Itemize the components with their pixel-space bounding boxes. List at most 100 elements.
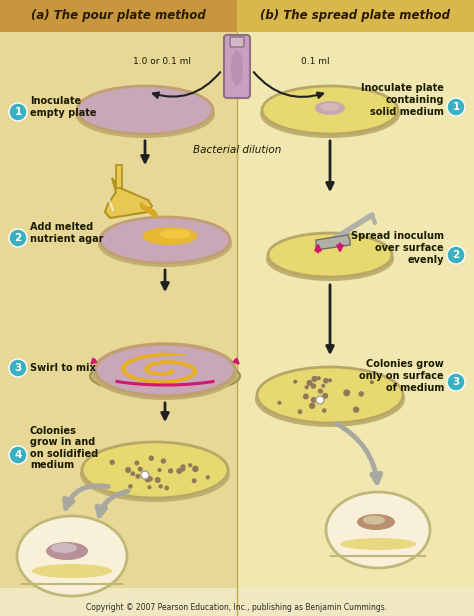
Circle shape <box>298 409 302 414</box>
Circle shape <box>316 396 324 404</box>
Ellipse shape <box>315 101 345 115</box>
Circle shape <box>141 471 149 479</box>
Circle shape <box>318 389 323 394</box>
Polygon shape <box>105 178 152 218</box>
Ellipse shape <box>75 90 215 138</box>
Text: Swirl to mix: Swirl to mix <box>30 363 96 373</box>
Circle shape <box>310 383 316 389</box>
Text: 3: 3 <box>452 377 460 387</box>
Circle shape <box>137 466 143 472</box>
Ellipse shape <box>231 51 243 86</box>
Circle shape <box>9 103 27 121</box>
Circle shape <box>293 379 297 384</box>
Circle shape <box>147 476 153 481</box>
Ellipse shape <box>143 227 198 245</box>
Circle shape <box>161 458 166 464</box>
Ellipse shape <box>255 371 405 427</box>
Ellipse shape <box>268 233 392 277</box>
Bar <box>0 32 237 588</box>
Circle shape <box>343 389 350 396</box>
Text: 2: 2 <box>452 250 460 260</box>
Ellipse shape <box>95 344 235 396</box>
Ellipse shape <box>46 542 88 560</box>
Circle shape <box>370 380 374 384</box>
Text: Inoculate
empty plate: Inoculate empty plate <box>30 96 97 118</box>
Circle shape <box>125 467 131 473</box>
Ellipse shape <box>266 237 394 281</box>
Ellipse shape <box>82 442 228 498</box>
Circle shape <box>188 463 192 468</box>
Circle shape <box>181 467 185 472</box>
Circle shape <box>128 484 133 488</box>
Circle shape <box>147 485 152 489</box>
Ellipse shape <box>90 358 240 394</box>
Circle shape <box>192 466 199 472</box>
Text: Inoculate plate
containing
solid medium: Inoculate plate containing solid medium <box>361 83 444 116</box>
Text: Bacterial dilution: Bacterial dilution <box>193 145 281 155</box>
Text: 3: 3 <box>14 363 22 373</box>
FancyBboxPatch shape <box>224 35 250 98</box>
Text: (a) The pour plate method: (a) The pour plate method <box>31 9 205 23</box>
Text: Add melted
nutrient agar: Add melted nutrient agar <box>30 222 103 244</box>
Text: 2: 2 <box>14 233 22 243</box>
Circle shape <box>145 476 151 482</box>
Circle shape <box>311 376 318 382</box>
Ellipse shape <box>321 103 339 111</box>
Circle shape <box>322 408 327 413</box>
Circle shape <box>311 397 317 403</box>
Ellipse shape <box>51 543 77 553</box>
Text: 1.0 or 0.1 ml: 1.0 or 0.1 ml <box>133 57 191 67</box>
Ellipse shape <box>326 492 430 568</box>
Circle shape <box>9 359 27 377</box>
Circle shape <box>304 385 309 389</box>
Circle shape <box>322 393 328 399</box>
Bar <box>237 32 474 588</box>
Circle shape <box>9 229 27 247</box>
Circle shape <box>158 484 163 488</box>
Circle shape <box>191 478 197 483</box>
Text: Spread inoculum
over surface
evenly: Spread inoculum over surface evenly <box>351 232 444 265</box>
Text: 1: 1 <box>14 107 22 117</box>
Ellipse shape <box>340 538 416 550</box>
Circle shape <box>321 384 325 388</box>
Circle shape <box>148 455 154 461</box>
Text: Colonies
grow in and
on solidified
medium: Colonies grow in and on solidified mediu… <box>30 426 98 471</box>
Circle shape <box>323 378 328 384</box>
Ellipse shape <box>32 564 112 578</box>
Ellipse shape <box>77 86 213 134</box>
Text: Colonies grow
only on surface
of medium: Colonies grow only on surface of medium <box>359 359 444 392</box>
Circle shape <box>135 461 139 466</box>
Circle shape <box>136 474 140 479</box>
Circle shape <box>157 468 162 472</box>
Ellipse shape <box>363 516 385 524</box>
Text: 0.1 ml: 0.1 ml <box>301 57 329 67</box>
Ellipse shape <box>93 348 237 400</box>
Polygon shape <box>316 235 350 250</box>
Circle shape <box>109 460 115 465</box>
Circle shape <box>277 401 282 405</box>
Circle shape <box>353 407 359 413</box>
Circle shape <box>447 246 465 264</box>
Circle shape <box>307 380 312 386</box>
Circle shape <box>155 477 161 483</box>
Ellipse shape <box>98 221 232 267</box>
Text: (b) The spread plate method: (b) The spread plate method <box>260 9 450 23</box>
Ellipse shape <box>257 367 403 423</box>
Bar <box>0 0 237 32</box>
Polygon shape <box>116 165 122 188</box>
Circle shape <box>447 98 465 116</box>
Circle shape <box>303 394 309 400</box>
Circle shape <box>328 378 332 383</box>
Circle shape <box>176 468 182 474</box>
Ellipse shape <box>260 90 400 138</box>
Polygon shape <box>140 202 158 218</box>
Ellipse shape <box>160 229 190 239</box>
Text: Copyright © 2007 Pearson Education, Inc., publishing as Benjamin Cummings.: Copyright © 2007 Pearson Education, Inc.… <box>86 604 388 612</box>
Circle shape <box>164 485 169 490</box>
Circle shape <box>318 396 324 402</box>
Circle shape <box>168 468 173 474</box>
Bar <box>237 0 474 32</box>
Ellipse shape <box>100 217 230 263</box>
FancyBboxPatch shape <box>230 37 244 47</box>
Circle shape <box>317 376 321 380</box>
